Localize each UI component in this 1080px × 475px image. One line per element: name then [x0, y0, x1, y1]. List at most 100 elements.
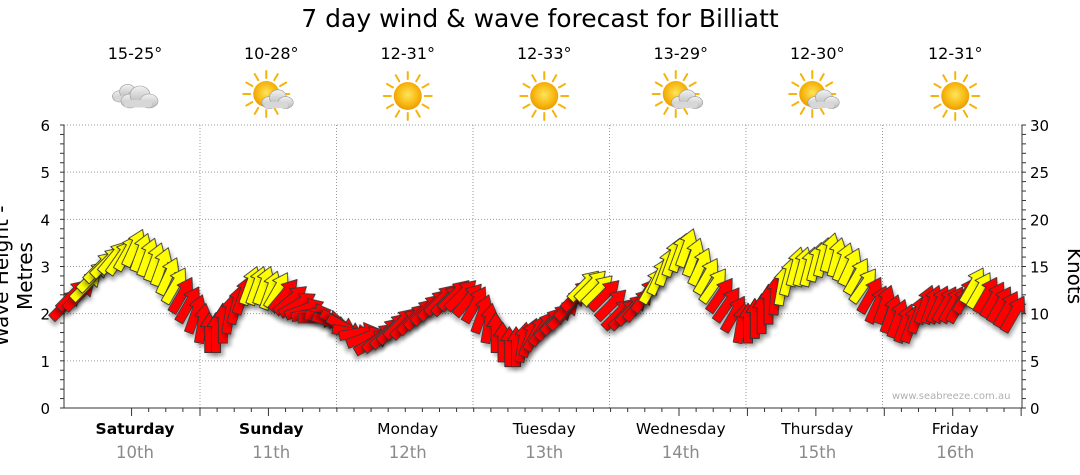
sun-ray — [385, 103, 395, 109]
cloud-base — [124, 100, 152, 108]
sun-ray — [415, 109, 421, 118]
day-date: 11th — [252, 443, 291, 462]
sun-ray — [825, 81, 834, 87]
partly-cloudy-icon — [651, 70, 704, 118]
sun-ray — [273, 73, 279, 82]
wind-arrow-shape — [999, 295, 1026, 334]
sun-ray — [688, 81, 697, 87]
sun-disc — [393, 82, 422, 110]
sun-ray — [557, 83, 567, 89]
y-tick-left: 4 — [40, 211, 50, 229]
chart-title: 7 day wind & wave forecast for Billiatt — [301, 4, 779, 33]
y-tick-right: 25 — [1030, 164, 1049, 182]
y-tick-right: 10 — [1030, 306, 1049, 324]
sun-ray — [421, 103, 430, 109]
sun-ray — [819, 106, 825, 115]
wind-arrow — [999, 295, 1026, 334]
sun-ray — [551, 74, 558, 83]
sun-ray — [245, 81, 254, 87]
sun-ray — [522, 103, 531, 109]
y-tick-right: 5 — [1030, 353, 1040, 371]
sun-ray — [663, 73, 669, 82]
y-tick-left: 0 — [40, 400, 50, 418]
partly-cloudy-icon — [788, 70, 840, 118]
sun-ray — [962, 109, 969, 118]
y-tick-right: 20 — [1030, 211, 1049, 229]
sun-ray — [531, 74, 537, 83]
y-tick-right: 30 — [1030, 117, 1049, 135]
sun-ray — [273, 106, 279, 115]
y-tick-left: 3 — [40, 259, 50, 277]
sun-ray — [663, 106, 669, 115]
day-temperature: 13-29° — [653, 44, 709, 63]
day-date: 10th — [116, 443, 154, 462]
sun-disc — [530, 82, 559, 110]
day-date: 12th — [388, 443, 427, 462]
sun-ray — [799, 106, 806, 115]
sun-ray — [557, 103, 567, 109]
cloud-base — [810, 101, 835, 109]
sun-ray — [682, 106, 689, 115]
day-name: Wednesday — [635, 420, 726, 438]
day-name: Friday — [931, 420, 979, 438]
y-tick-left: 2 — [40, 306, 50, 324]
y-tick-right: 0 — [1030, 400, 1040, 418]
sun-ray — [791, 101, 800, 107]
y-tick-left: 1 — [40, 353, 50, 371]
day-date: 13th — [525, 443, 564, 462]
day-temperature: 10-28° — [244, 44, 299, 63]
day-name: Thursday — [781, 420, 854, 438]
day-temperature: 12-31° — [928, 44, 983, 63]
sun-ray — [531, 109, 537, 118]
sun-ray — [394, 74, 401, 83]
sun-ray — [522, 83, 531, 89]
day-date: 15th — [798, 443, 837, 462]
axes: 0 1 2 3 4 5 6 0 5 10 15 20 25 30 — [40, 117, 1049, 418]
sun-ray — [654, 81, 663, 87]
source-credit: www.seabreeze.com.au — [892, 391, 1011, 402]
sunny-icon — [382, 71, 433, 121]
sun-ray — [942, 109, 948, 118]
y-tick-left: 6 — [40, 117, 50, 135]
sun-ray — [385, 83, 395, 89]
sun-ray — [682, 73, 689, 82]
sun-ray — [421, 83, 430, 89]
sun-ray — [245, 101, 254, 107]
sunny-icon — [519, 71, 570, 121]
y-tick-left: 5 — [40, 164, 50, 182]
grid-lines — [64, 124, 1022, 408]
sunny-icon — [930, 71, 981, 121]
sun-ray — [791, 81, 800, 87]
sun-ray — [968, 83, 978, 89]
day-name: Monday — [377, 420, 439, 438]
sun-ray — [394, 109, 401, 118]
cloud-base — [264, 101, 289, 109]
sun-ray — [253, 106, 260, 115]
partly-cloudy-icon — [242, 70, 294, 118]
day-date: 16th — [936, 443, 975, 462]
cloud-base — [673, 101, 698, 109]
day-name: Tuesday — [512, 420, 576, 438]
sun-ray — [253, 73, 260, 82]
sun-ray — [654, 101, 663, 107]
day-name: Sunday — [239, 420, 304, 438]
sun-ray — [968, 103, 978, 109]
day-temperature: 12-31° — [380, 44, 436, 63]
sun-ray — [933, 103, 942, 109]
day-temperature: 15-25° — [107, 44, 163, 63]
sun-ray — [551, 109, 558, 118]
sun-ray — [942, 74, 948, 83]
day-temperature: 12-33° — [517, 44, 572, 63]
wind-arrows — [48, 228, 1026, 368]
day-date: 14th — [661, 443, 700, 462]
sun-ray — [799, 73, 806, 82]
sun-ray — [279, 81, 288, 87]
sun-ray — [415, 74, 421, 83]
day-temperature: 12-30° — [790, 44, 845, 63]
day-name: Saturday — [95, 420, 175, 438]
cloudy-icon — [112, 84, 159, 109]
sun-disc — [941, 82, 970, 110]
sun-ray — [933, 83, 942, 89]
y-tick-right: 15 — [1030, 259, 1049, 277]
